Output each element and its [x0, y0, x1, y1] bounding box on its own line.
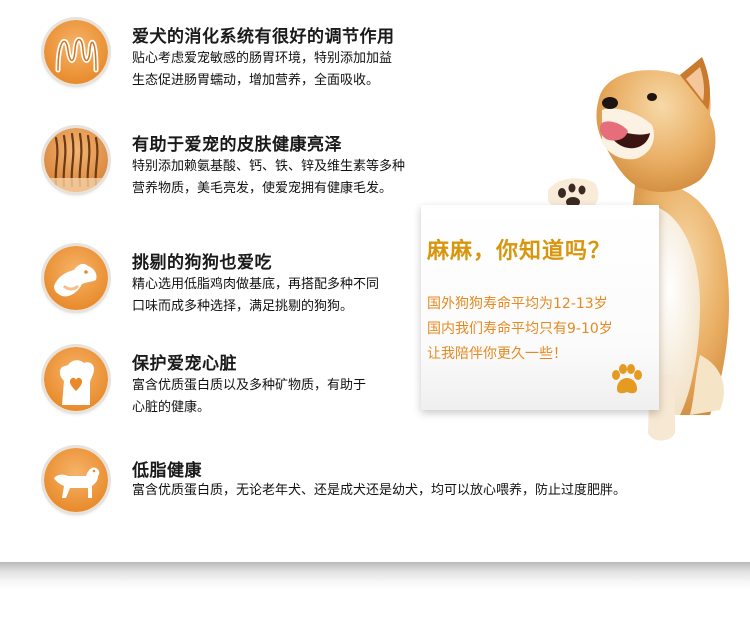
feature-desc-line: 富含优质蛋白质，无论老年犬、还是成犬还是幼犬，均可以放心喂养，防止过度肥胖。: [132, 483, 627, 498]
feature-title: 有助于爱宠的皮肤健康亮泽: [132, 135, 342, 155]
feature-desc-line: 营养物质，美毛亮发，使爱宠拥有健康毛发。: [132, 181, 393, 196]
feature-desc-line: 特别添加赖氨基酸、钙、铁、锌及维生素等多种: [132, 159, 406, 174]
feature-desc-line: 心脏的健康。: [132, 400, 211, 415]
paw-print-icon: [609, 363, 643, 401]
feature-description: 贴心考虑爱宠敏感的肠胃环境，特别添加加益 生态促进肠胃蠕动，增加营养，全面吸收。: [132, 48, 392, 92]
feature-desc-line: 精心选用低脂鸡肉做基底，再搭配多种不同: [132, 277, 380, 292]
feature-title: 挑剔的狗狗也爱吃: [132, 253, 272, 273]
section-divider: [0, 562, 750, 590]
card-line: 让我陪伴你更久一些！: [427, 346, 567, 362]
feature-desc-line: 贴心考虑爱宠敏感的肠胃环境，特别添加加益: [132, 51, 393, 66]
intestine-icon: [44, 20, 108, 84]
feature-description: 富含优质蛋白质以及多种矿物质，有助于 心脏的健康。: [132, 375, 366, 419]
dog-head-icon: [44, 246, 108, 310]
dog-heart-icon: [44, 347, 108, 411]
feature-title: 爱犬的消化系统有很好的调节作用: [132, 27, 395, 47]
feature-title: 保护爱宠心脏: [132, 354, 237, 374]
card-line: 国内我们寿命平均只有9-10岁: [427, 321, 613, 337]
feature-description: 特别添加赖氨基酸、钙、铁、锌及维生素等多种 营养物质，美毛亮发，使爱宠拥有健康毛…: [132, 156, 405, 200]
lifespan-card: 麻麻，你知道吗？ 国外狗狗寿命平均为12-13岁 国内我们寿命平均只有9-10岁…: [421, 205, 659, 410]
feature-title: 低脂健康: [132, 461, 202, 481]
feature-desc-line: 生态促进肠胃蠕动，增加营养，全面吸收。: [132, 73, 380, 88]
dog-body-icon: [44, 448, 108, 512]
feature-desc-line: 富含优质蛋白质以及多种矿物质，有助于: [132, 378, 367, 393]
card-line: 国外狗狗寿命平均为12-13岁: [427, 296, 608, 312]
feature-description: 富含优质蛋白质，无论老年犬、还是成犬还是幼犬，均可以放心喂养，防止过度肥胖。: [132, 480, 626, 502]
hair-follicle-icon: [44, 128, 108, 192]
card-title: 麻麻，你知道吗？: [427, 239, 612, 264]
feature-description: 精心选用低脂鸡肉做基底，再搭配多种不同 口味而成多种选择，满足挑剔的狗狗。: [132, 274, 379, 318]
feature-desc-line: 口味而成多种选择，满足挑剔的狗狗。: [132, 299, 354, 314]
